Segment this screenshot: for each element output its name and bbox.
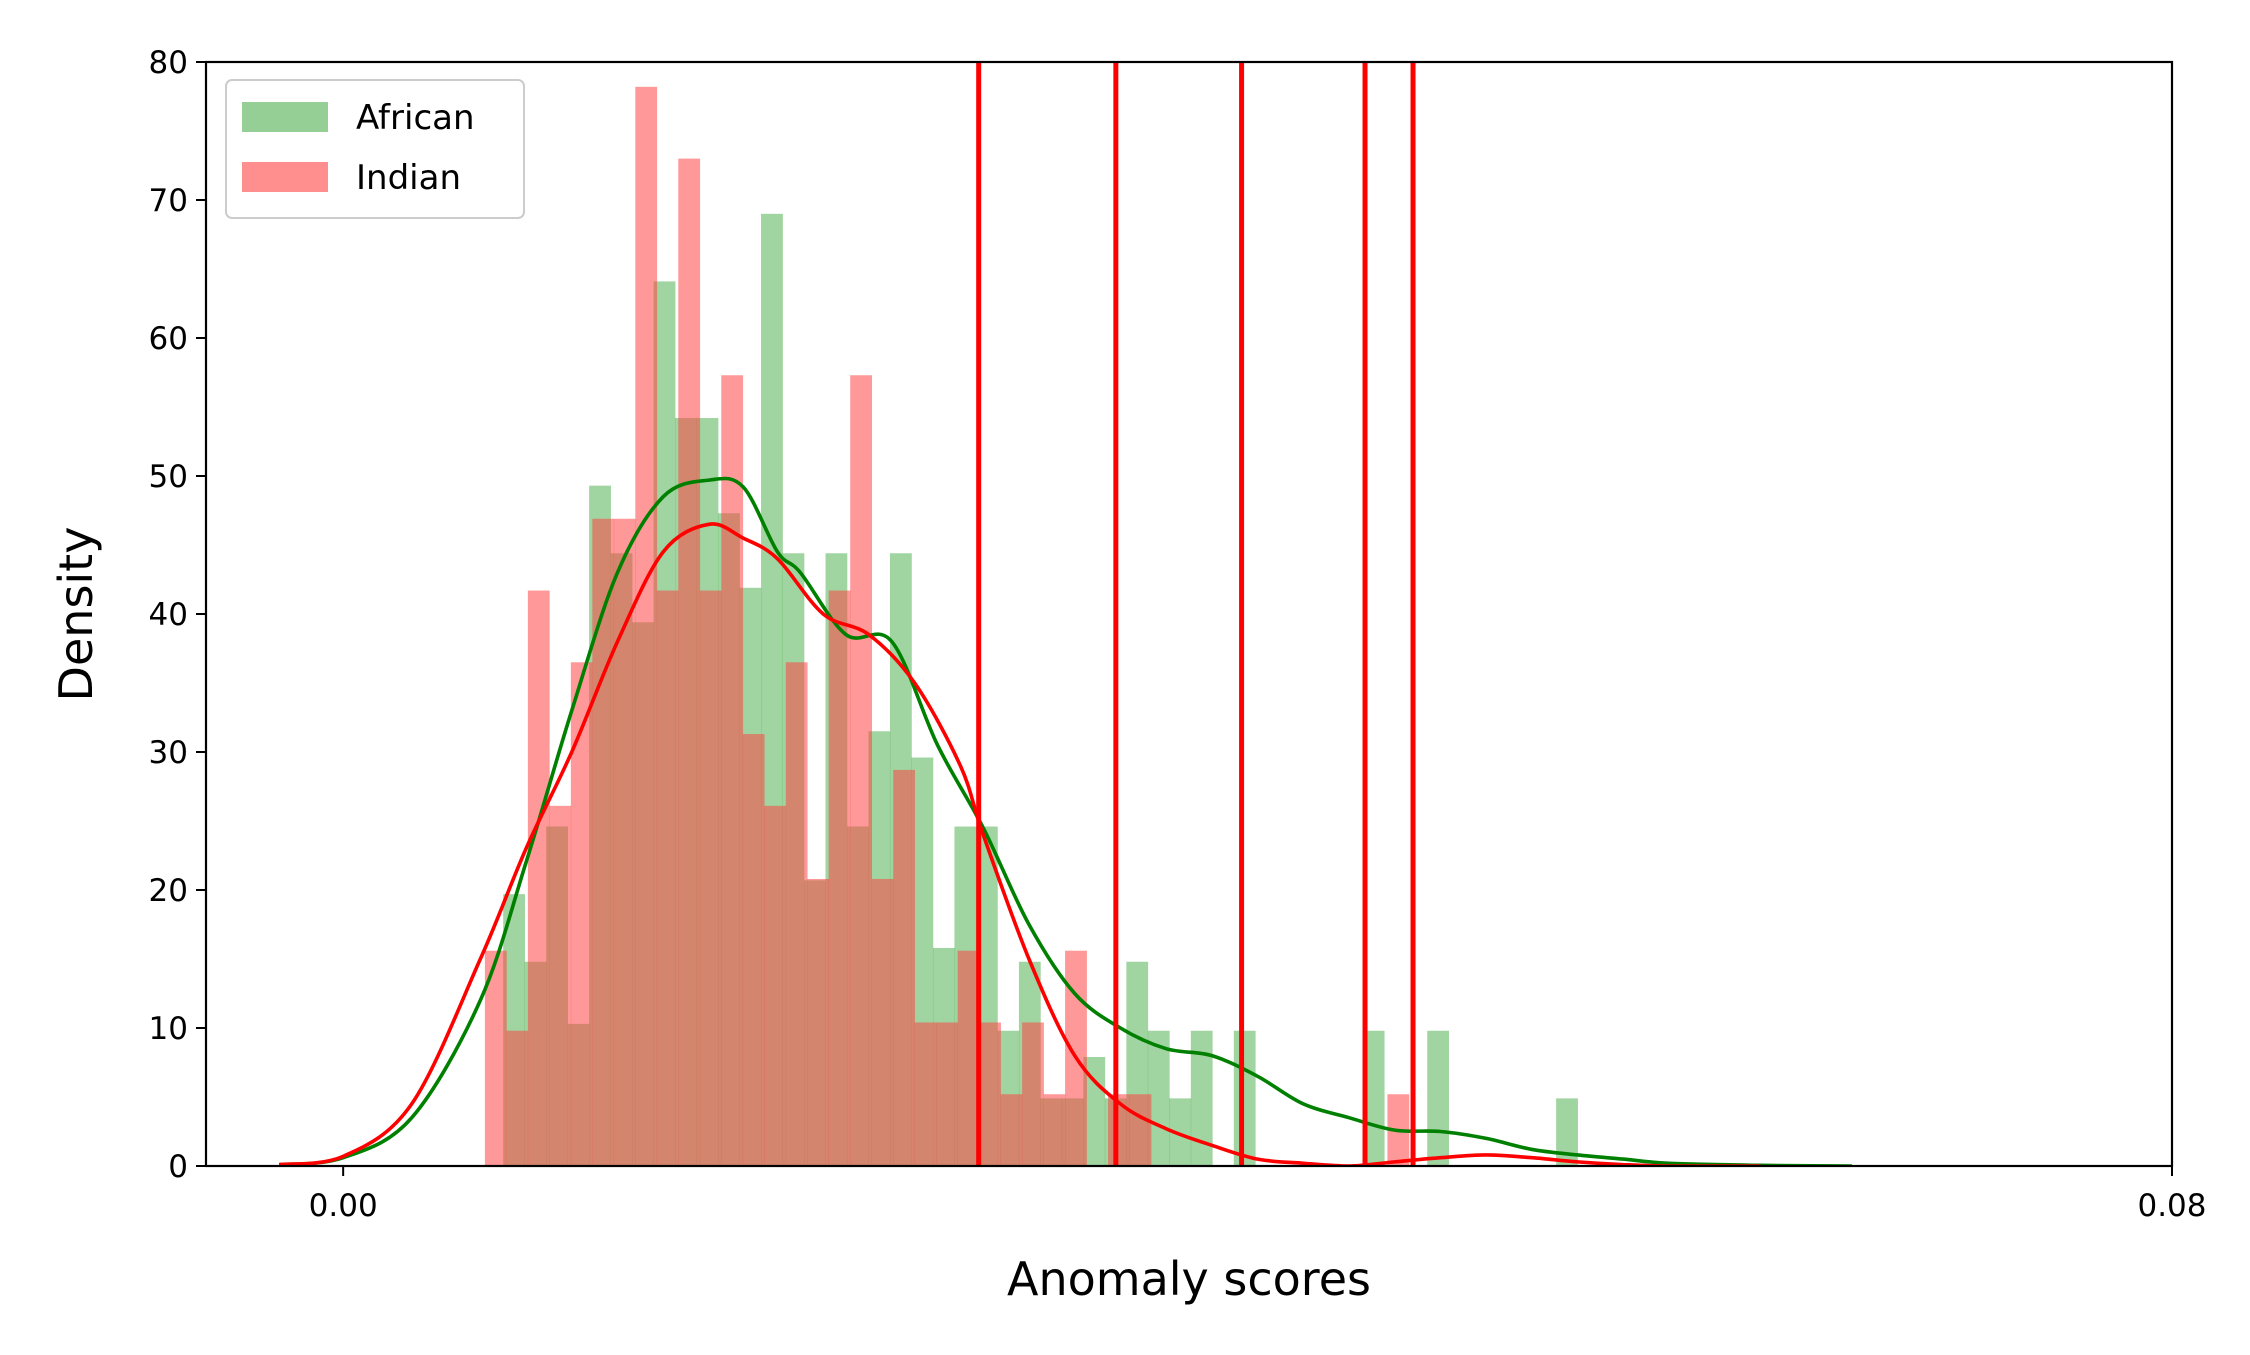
histogram-bar: [979, 1022, 1001, 1166]
histogram-bar: [785, 662, 808, 1166]
histogram-bar: [1022, 1022, 1044, 1166]
histogram-bar: [871, 878, 894, 1166]
histogram-bar: [893, 769, 915, 1166]
histogram-bar: [570, 662, 593, 1166]
y-tick-label: 60: [149, 321, 188, 357]
histogram-bar: [1190, 1030, 1213, 1166]
histogram-bar: [807, 878, 830, 1166]
y-tick-label: 0: [168, 1149, 188, 1185]
x-tick-label: 0.00: [309, 1188, 378, 1224]
x-tick-label: 0.08: [2137, 1188, 2206, 1224]
y-axis-label: Density: [49, 527, 103, 702]
ticks-layer: 0 10 20 30 40 50 60 70 80 0.00 0.08: [149, 45, 2207, 1224]
histogram-bar: [1000, 1094, 1023, 1166]
histogram-bar: [1169, 1098, 1192, 1166]
x-axis-label: Anomaly scores: [1007, 1252, 1371, 1306]
y-tick-label: 70: [149, 183, 188, 219]
histogram-bar: [678, 158, 701, 1166]
plot-area: [278, 62, 1852, 1166]
histogram-bar: [1147, 1030, 1170, 1166]
histogram-bar: [613, 518, 636, 1166]
histogram-bar: [828, 590, 851, 1166]
histogram-bar: [635, 86, 658, 1166]
histogram-bar: [742, 734, 765, 1166]
histogram-bar: [1427, 1030, 1449, 1166]
histogram-bar: [764, 805, 787, 1166]
legend-label-african: African: [356, 98, 475, 138]
y-tick-label: 80: [149, 45, 188, 81]
histogram-bar: [484, 950, 507, 1166]
histogram-bar: [850, 375, 872, 1166]
histogram-bar: [699, 590, 722, 1166]
legend-label-indian: Indian: [356, 158, 461, 198]
histogram-bar: [1556, 1098, 1578, 1166]
y-tick-label: 50: [149, 459, 188, 495]
histogram-bar: [592, 518, 615, 1166]
histogram-bar: [506, 1030, 529, 1166]
histogram-bar: [1362, 1030, 1385, 1166]
histogram-bar: [527, 590, 550, 1166]
y-tick-label: 40: [149, 597, 188, 633]
legend-swatch-indian: [242, 162, 328, 192]
histogram-bar: [1233, 1030, 1256, 1166]
histogram-bar: [936, 1022, 958, 1166]
histogram-bar: [721, 375, 744, 1166]
histogram-bar: [1129, 1094, 1152, 1166]
histogram-bar: [656, 590, 679, 1166]
histogram-bar: [1043, 1094, 1066, 1166]
histogram-bar: [914, 1022, 937, 1166]
y-tick-label: 20: [149, 873, 188, 909]
legend: African Indian: [225, 79, 525, 219]
y-tick-label: 30: [149, 735, 188, 771]
legend-swatch-african: [242, 102, 328, 132]
histogram-bar: [957, 950, 980, 1166]
y-tick-label: 10: [149, 1011, 188, 1047]
histogram-indian: [484, 86, 1410, 1166]
histogram-bar: [549, 805, 572, 1166]
